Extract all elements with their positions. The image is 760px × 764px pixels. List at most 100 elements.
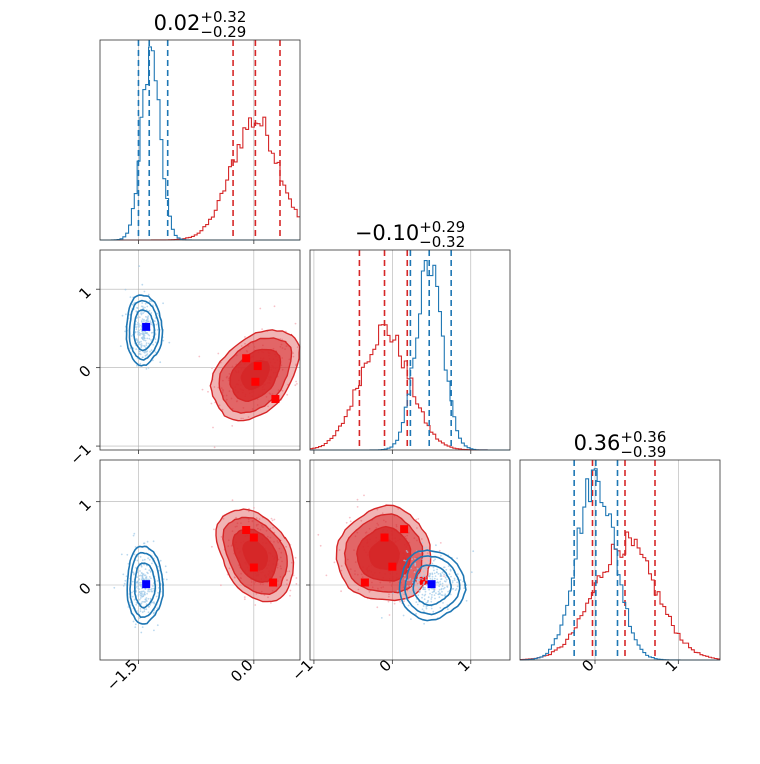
sample-point-blue [410,567,413,570]
sample-point-red [253,507,255,509]
sample-point-red [271,519,274,522]
sample-point-blue [455,588,458,590]
sample-point-blue [136,307,139,309]
sample-point-blue [438,588,441,591]
sample-point-blue [429,592,431,595]
sample-point-blue [424,593,427,596]
sample-point-blue [138,341,141,344]
sample-point-blue [148,605,150,608]
sample-point-red [397,507,400,510]
sample-point-blue [154,341,157,344]
sample-point-blue [407,579,409,581]
y-tick-label: 0 [75,362,94,381]
sample-point-red [387,600,390,603]
sample-point-blue [140,631,143,634]
title-param0-value: 0.02 [154,11,201,35]
sample-point-blue [414,563,417,566]
sample-point-blue [404,578,406,580]
sample-point-blue [146,592,148,595]
sample-point-blue [139,574,142,577]
sample-point-red [294,556,297,559]
sample-point-blue [151,587,153,590]
sample-point-blue [413,571,416,573]
sample-point-blue [401,592,403,595]
sample-point-blue [150,331,153,334]
sample-point-blue [430,598,433,600]
sample-point-red [286,393,289,396]
sample-point-red [240,417,243,420]
sample-point-blue [140,346,143,349]
sample-point-blue [422,570,425,573]
sample-point-blue [135,603,138,606]
sample-point-red [231,425,234,427]
sample-point-blue [138,578,141,580]
sample-point-blue [423,610,425,613]
sample-point-blue [409,584,412,587]
density-contour-red [240,359,270,391]
sample-point-blue [143,337,146,340]
sample-point-blue [136,559,139,562]
marker-red [380,533,389,542]
sample-point-blue [442,602,444,604]
sample-point-blue [136,581,138,584]
sample-point-blue [402,614,405,617]
sample-point-blue [138,334,141,337]
sample-point-blue [423,598,426,601]
sample-point-blue [139,593,142,595]
sample-point-blue [141,333,144,335]
sample-point-red [243,598,246,601]
sample-point-blue [436,571,438,573]
sample-point-blue [449,593,452,596]
title-param1-minus: −0.32 [419,233,465,251]
sample-point-blue [132,534,135,537]
sample-point-blue [421,578,424,581]
panel-param0-histogram [99,39,301,244]
sample-point-red [270,517,273,520]
sample-point-red [210,402,213,405]
sample-point-blue [125,575,128,578]
sample-point-red [388,595,390,598]
sample-point-red [417,518,420,520]
density-contour-blue [412,564,452,607]
sample-point-red [222,517,225,520]
sample-point-blue [414,582,417,584]
sample-point-blue [435,544,437,547]
marker-blue [142,322,151,331]
sample-point-blue [135,326,138,328]
sample-point-red [443,575,445,578]
sample-point-blue [411,593,414,595]
sample-point-red [220,536,223,538]
sample-point-red [360,519,363,522]
sample-point-red [338,549,341,551]
sample-point-blue [443,586,446,589]
sample-point-blue [143,608,146,611]
sample-point-blue [138,326,140,328]
sample-point-blue [417,575,420,577]
sample-point-blue [145,577,147,579]
sample-point-red [220,584,222,587]
sample-point-blue [423,582,426,584]
sample-point-blue [132,620,135,623]
x-tick-label: 0.0 [227,656,257,686]
histogram-red [520,531,720,661]
sample-point-blue [417,579,420,581]
sample-point-blue [406,551,409,553]
sample-point-blue [141,593,143,596]
sample-point-blue [141,338,144,340]
sample-point-blue [445,568,448,571]
histogram-blue [520,468,720,661]
sample-point-blue [152,540,155,543]
panel-frame [99,39,301,241]
sample-point-blue [136,555,139,558]
sample-point-blue [149,350,151,353]
sample-point-blue [138,575,140,577]
sample-point-blue [441,594,444,597]
sample-point-blue [412,579,414,581]
sample-point-blue [427,559,430,562]
sample-point-blue [451,588,454,590]
sample-point-blue [140,602,143,605]
sample-point-blue [423,622,425,625]
sample-point-blue [148,590,151,593]
sample-point-blue [416,585,418,587]
sample-point-blue [142,573,145,575]
